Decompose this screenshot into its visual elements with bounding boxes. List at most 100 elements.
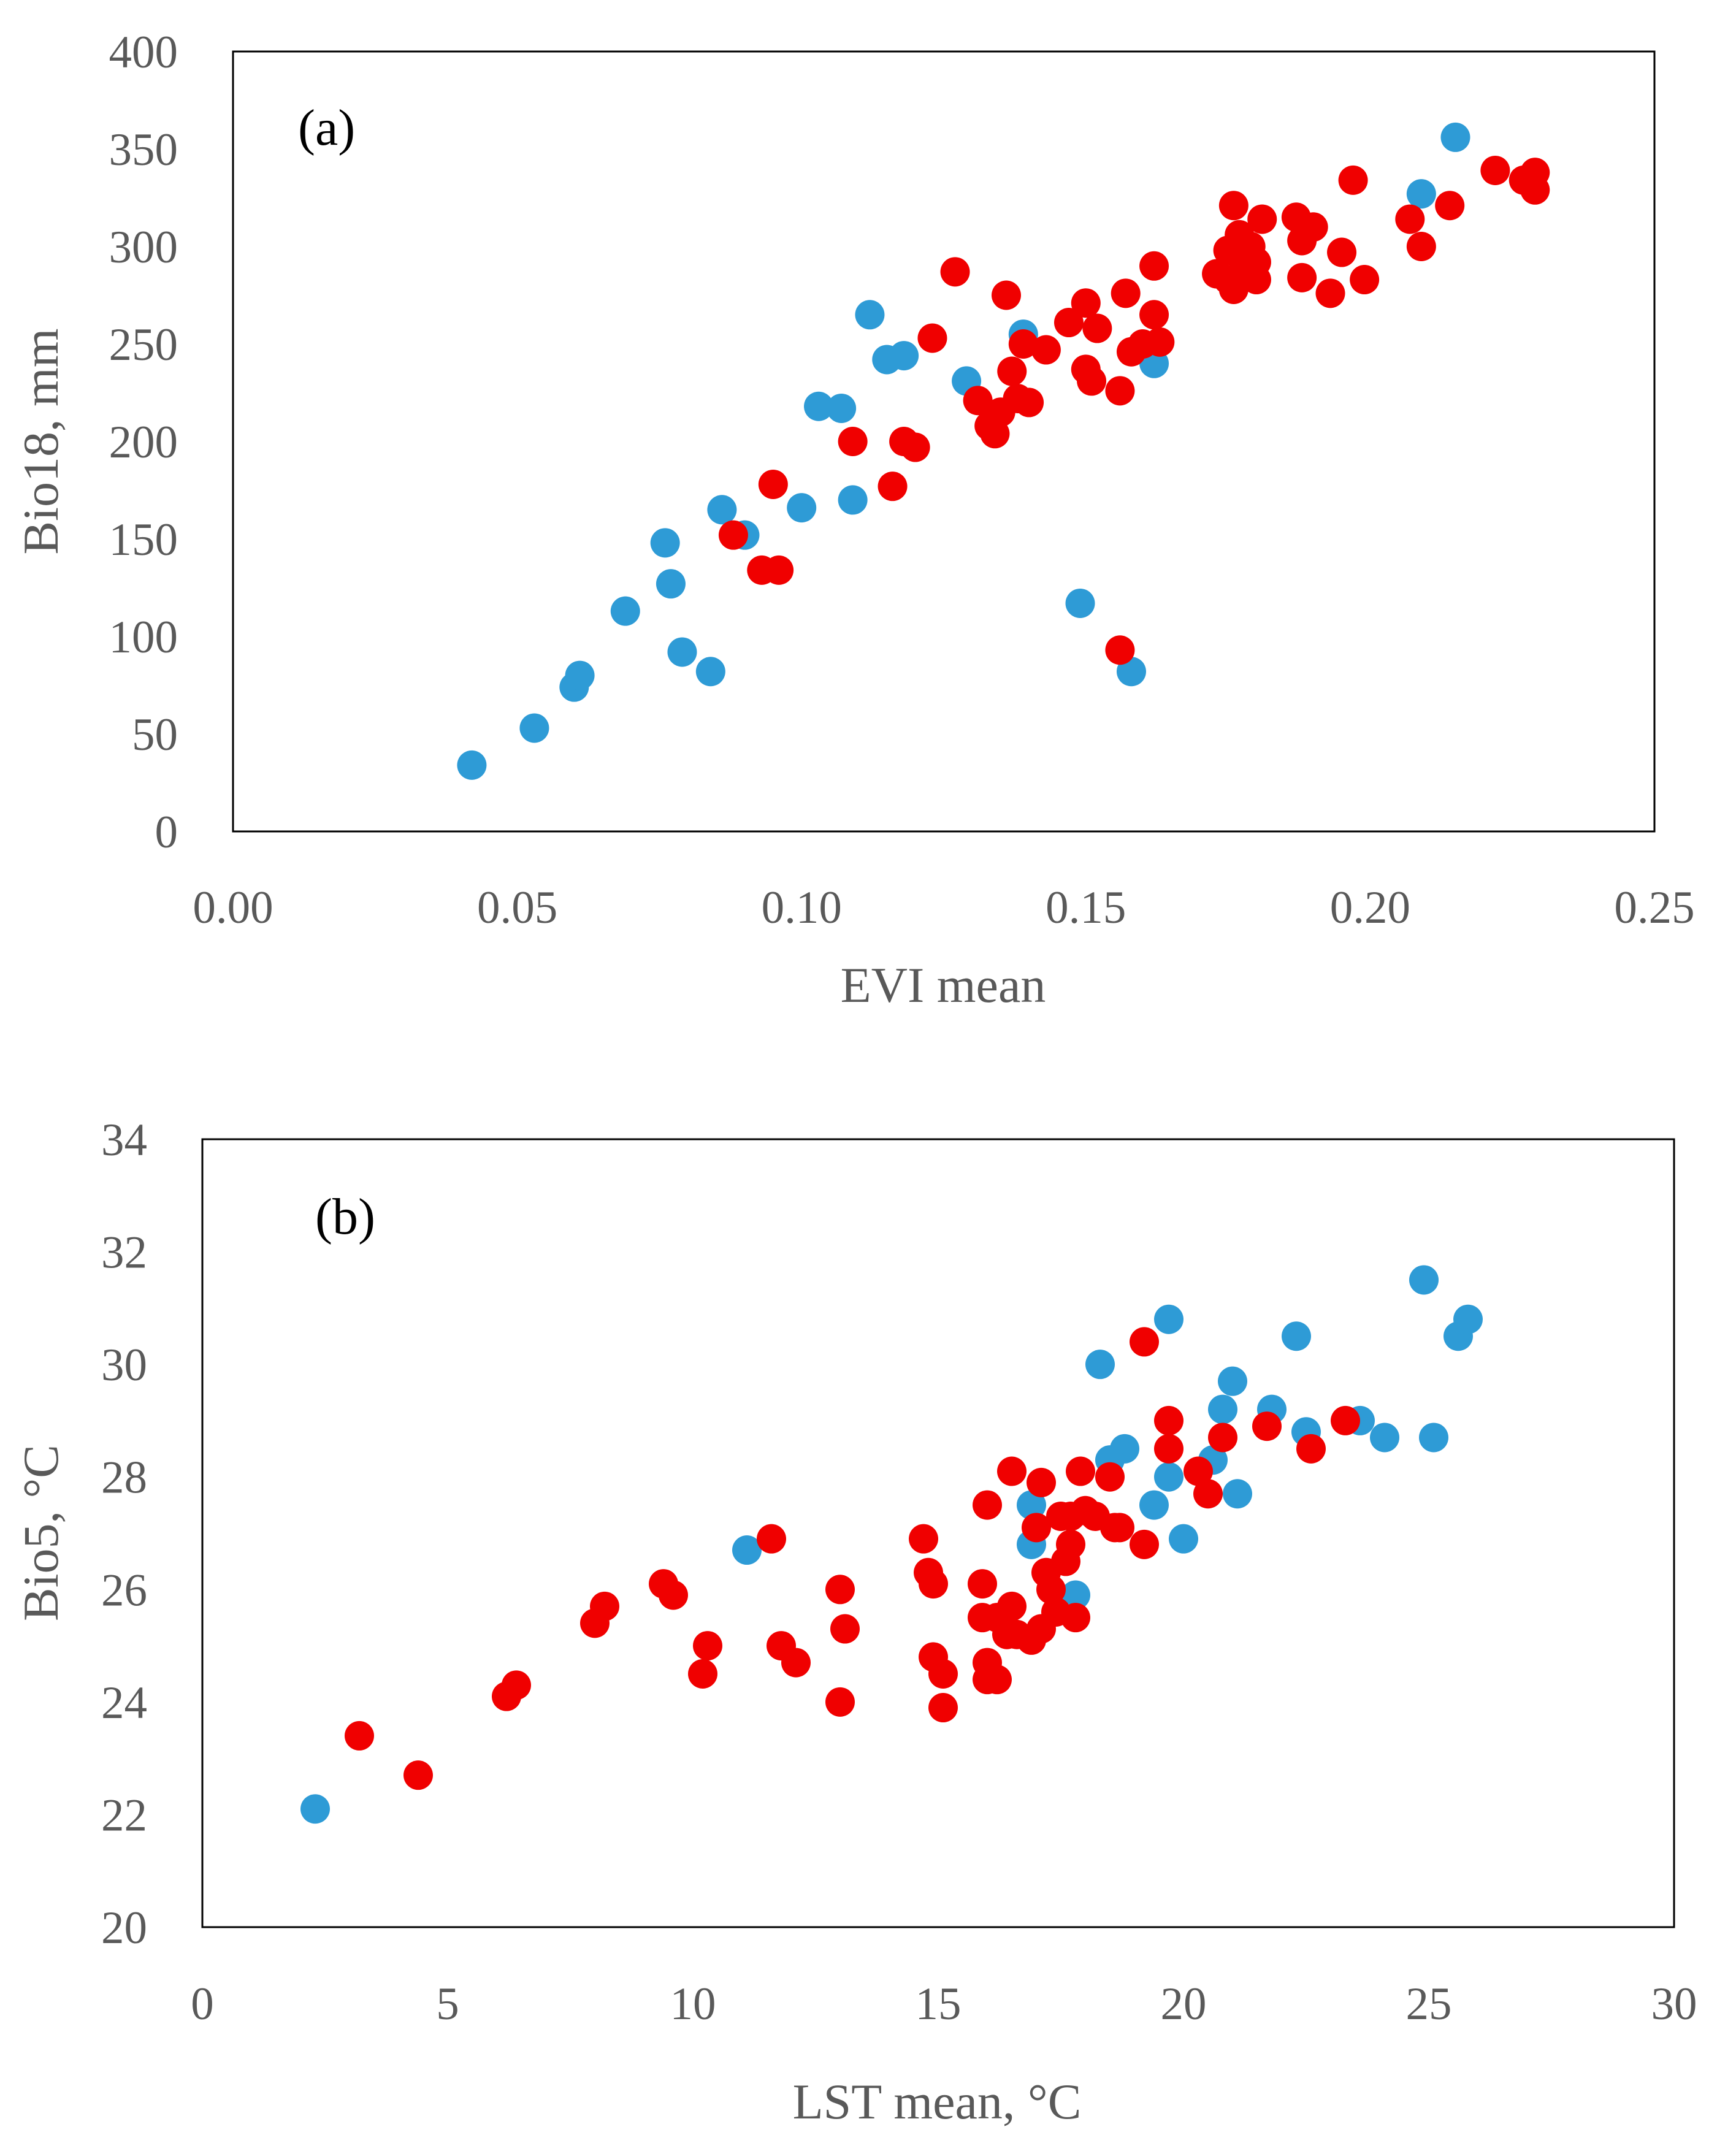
panel-b-blue-points-point bbox=[1154, 1304, 1183, 1334]
panel-b-red-points-point bbox=[973, 1490, 1002, 1520]
panel-b-red-points-point bbox=[1095, 1462, 1125, 1492]
panel-a-plot-area bbox=[232, 50, 1656, 833]
panel-a-blue-points-point bbox=[610, 596, 640, 626]
panel-b-red-points-point bbox=[928, 1659, 958, 1689]
panel-b-red-points-point bbox=[825, 1575, 855, 1605]
panel-a-y-tick-label: 400 bbox=[109, 27, 178, 78]
panel-a-red-points-point bbox=[878, 472, 908, 502]
panel-a-y-tick-label: 50 bbox=[132, 709, 178, 760]
panel-a-red-points-point bbox=[917, 323, 947, 353]
panel-a-red-points-point bbox=[1218, 191, 1248, 221]
panel-b-blue-points-point bbox=[300, 1794, 330, 1824]
panel-a-y-tick-label: 250 bbox=[109, 319, 178, 370]
panel-a-y-tick-labels: 0 50 100 150 200 250 300 350 400 bbox=[109, 27, 178, 858]
panel-b-red-points-point bbox=[502, 1670, 531, 1700]
panel-b-blue-points-point bbox=[1282, 1321, 1311, 1351]
panel-a-red-points-point bbox=[1287, 262, 1317, 292]
panel-b-red-points-point bbox=[781, 1648, 811, 1678]
panel-a-x-tick-label: 0.10 bbox=[762, 882, 842, 933]
panel-a-blue-points-point bbox=[855, 300, 885, 330]
panel-b-blue-points-point bbox=[1061, 1580, 1090, 1610]
panel-a-evi-vs-bio18: (a) 0 50 100 150 200 250 300 350 400 0.00 0.05 0.1… bbox=[13, 27, 1695, 1013]
panel-b-red-points-point bbox=[1027, 1467, 1056, 1497]
panel-a-red-points-point bbox=[838, 427, 868, 456]
panel-b-y-tick-label: 28 bbox=[101, 1453, 147, 1503]
panel-b-x-tick-label: 10 bbox=[670, 1979, 716, 2030]
panel-b-red-points-point bbox=[693, 1631, 722, 1661]
panel-b-points bbox=[300, 1265, 1483, 1824]
panel-b-red-points-point bbox=[1154, 1434, 1183, 1464]
panel-b-red-points-point bbox=[1296, 1434, 1326, 1464]
panel-b-red-points-point bbox=[997, 1456, 1027, 1486]
panel-b-y-tick-label: 26 bbox=[101, 1565, 147, 1616]
panel-b-blue-points-point bbox=[1218, 1366, 1247, 1396]
panel-b-y-axis-title: Bio5, °C bbox=[13, 1445, 69, 1621]
panel-a-red-points-point bbox=[1247, 204, 1277, 234]
panel-b-red-points-point bbox=[1066, 1456, 1095, 1486]
panel-b-blue-points-point bbox=[1453, 1304, 1483, 1334]
panel-b-blue-points-point bbox=[1139, 1490, 1169, 1520]
panel-b-red-points-point bbox=[909, 1524, 938, 1554]
panel-a-red-points-point bbox=[900, 432, 930, 462]
panel-b-blue-points-point bbox=[1370, 1423, 1399, 1453]
panel-a-red-points-point bbox=[1008, 329, 1038, 359]
panel-a-red-points-point bbox=[1338, 165, 1368, 195]
panel-a-blue-points-point bbox=[656, 569, 686, 599]
panel-b-red-points-point bbox=[1036, 1575, 1066, 1605]
panel-a-blue-points-point bbox=[1406, 179, 1436, 209]
panel-b-x-tick-label: 20 bbox=[1161, 1979, 1207, 2030]
panel-a-points bbox=[457, 122, 1550, 780]
panel-b-red-points-point bbox=[1061, 1603, 1090, 1633]
panel-a-label: (a) bbox=[298, 99, 355, 156]
panel-a-red-points-point bbox=[1139, 251, 1169, 281]
panel-a-red-points-point bbox=[1014, 388, 1044, 418]
panel-a-y-axis-title: Bio18, mm bbox=[13, 328, 69, 554]
panel-b-blue-points-point bbox=[1419, 1423, 1448, 1453]
panel-b-lst-vs-bio5: (b) 20 22 24 26 28 30 32 34 0 5 10 15 20 25 30 LST me… bbox=[13, 1115, 1697, 2129]
panel-b-blue-points-point bbox=[732, 1535, 762, 1565]
panel-b-red-points-point bbox=[1252, 1411, 1282, 1442]
panel-b-red-points-point bbox=[997, 1591, 1027, 1621]
panel-a-red-points-point bbox=[963, 386, 993, 416]
panel-b-red-points-point bbox=[1193, 1479, 1223, 1509]
panel-b-blue-points-point bbox=[1208, 1394, 1237, 1424]
panel-b-red-points-point bbox=[757, 1524, 786, 1554]
panel-a-red-points-point bbox=[1031, 335, 1061, 365]
panel-b-red-points-point bbox=[590, 1591, 619, 1621]
panel-a-red-points-point bbox=[1082, 313, 1112, 343]
panel-b-red-points-point bbox=[1331, 1405, 1360, 1435]
panel-b-red-points-point bbox=[1154, 1405, 1183, 1435]
panel-a-red-points-point bbox=[1139, 300, 1169, 330]
panel-a-red-points-point bbox=[1480, 155, 1510, 185]
panel-a-red-points-point bbox=[1298, 212, 1328, 242]
panel-b-y-tick-label: 22 bbox=[101, 1790, 147, 1841]
panel-a-x-tick-label: 0.20 bbox=[1330, 882, 1410, 933]
panel-a-blue-points-point bbox=[1440, 122, 1470, 152]
panel-a-x-tick-label: 0.15 bbox=[1046, 882, 1126, 933]
panel-b-red-points-point bbox=[659, 1580, 688, 1610]
panel-b-x-tick-label: 15 bbox=[916, 1979, 962, 2030]
panel-b-red-points-point bbox=[1056, 1529, 1085, 1559]
panel-a-red-points-point bbox=[940, 257, 970, 287]
panel-a-red-points-point bbox=[1315, 278, 1345, 308]
panel-b-red-points-point bbox=[830, 1614, 860, 1644]
panel-b-x-tick-label: 0 bbox=[191, 1979, 214, 2030]
panel-b-red-points-point bbox=[968, 1569, 997, 1599]
panel-a-red-points-point bbox=[1053, 308, 1084, 338]
panel-a-y-tick-label: 150 bbox=[109, 514, 178, 565]
panel-b-x-tick-label: 5 bbox=[436, 1979, 459, 2030]
panel-b-red-points-point bbox=[1183, 1456, 1213, 1486]
panel-a-x-tick-label: 0.00 bbox=[193, 882, 273, 933]
panel-a-red-points-point bbox=[1241, 265, 1271, 295]
panel-b-red-points-point bbox=[825, 1687, 855, 1717]
panel-a-x-axis-title: EVI mean bbox=[841, 957, 1046, 1013]
panel-b-x-tick-label: 25 bbox=[1406, 1979, 1452, 2030]
panel-a-blue-points-point bbox=[565, 660, 595, 690]
panel-a-red-points-point bbox=[764, 555, 794, 585]
panel-b-blue-points-point bbox=[1085, 1350, 1115, 1380]
panel-a-x-tick-label: 0.25 bbox=[1614, 882, 1694, 933]
panel-b-blue-points-point bbox=[1169, 1524, 1198, 1554]
panel-a-blue-points-point bbox=[1065, 588, 1095, 618]
panel-b-y-tick-label: 34 bbox=[101, 1115, 147, 1166]
